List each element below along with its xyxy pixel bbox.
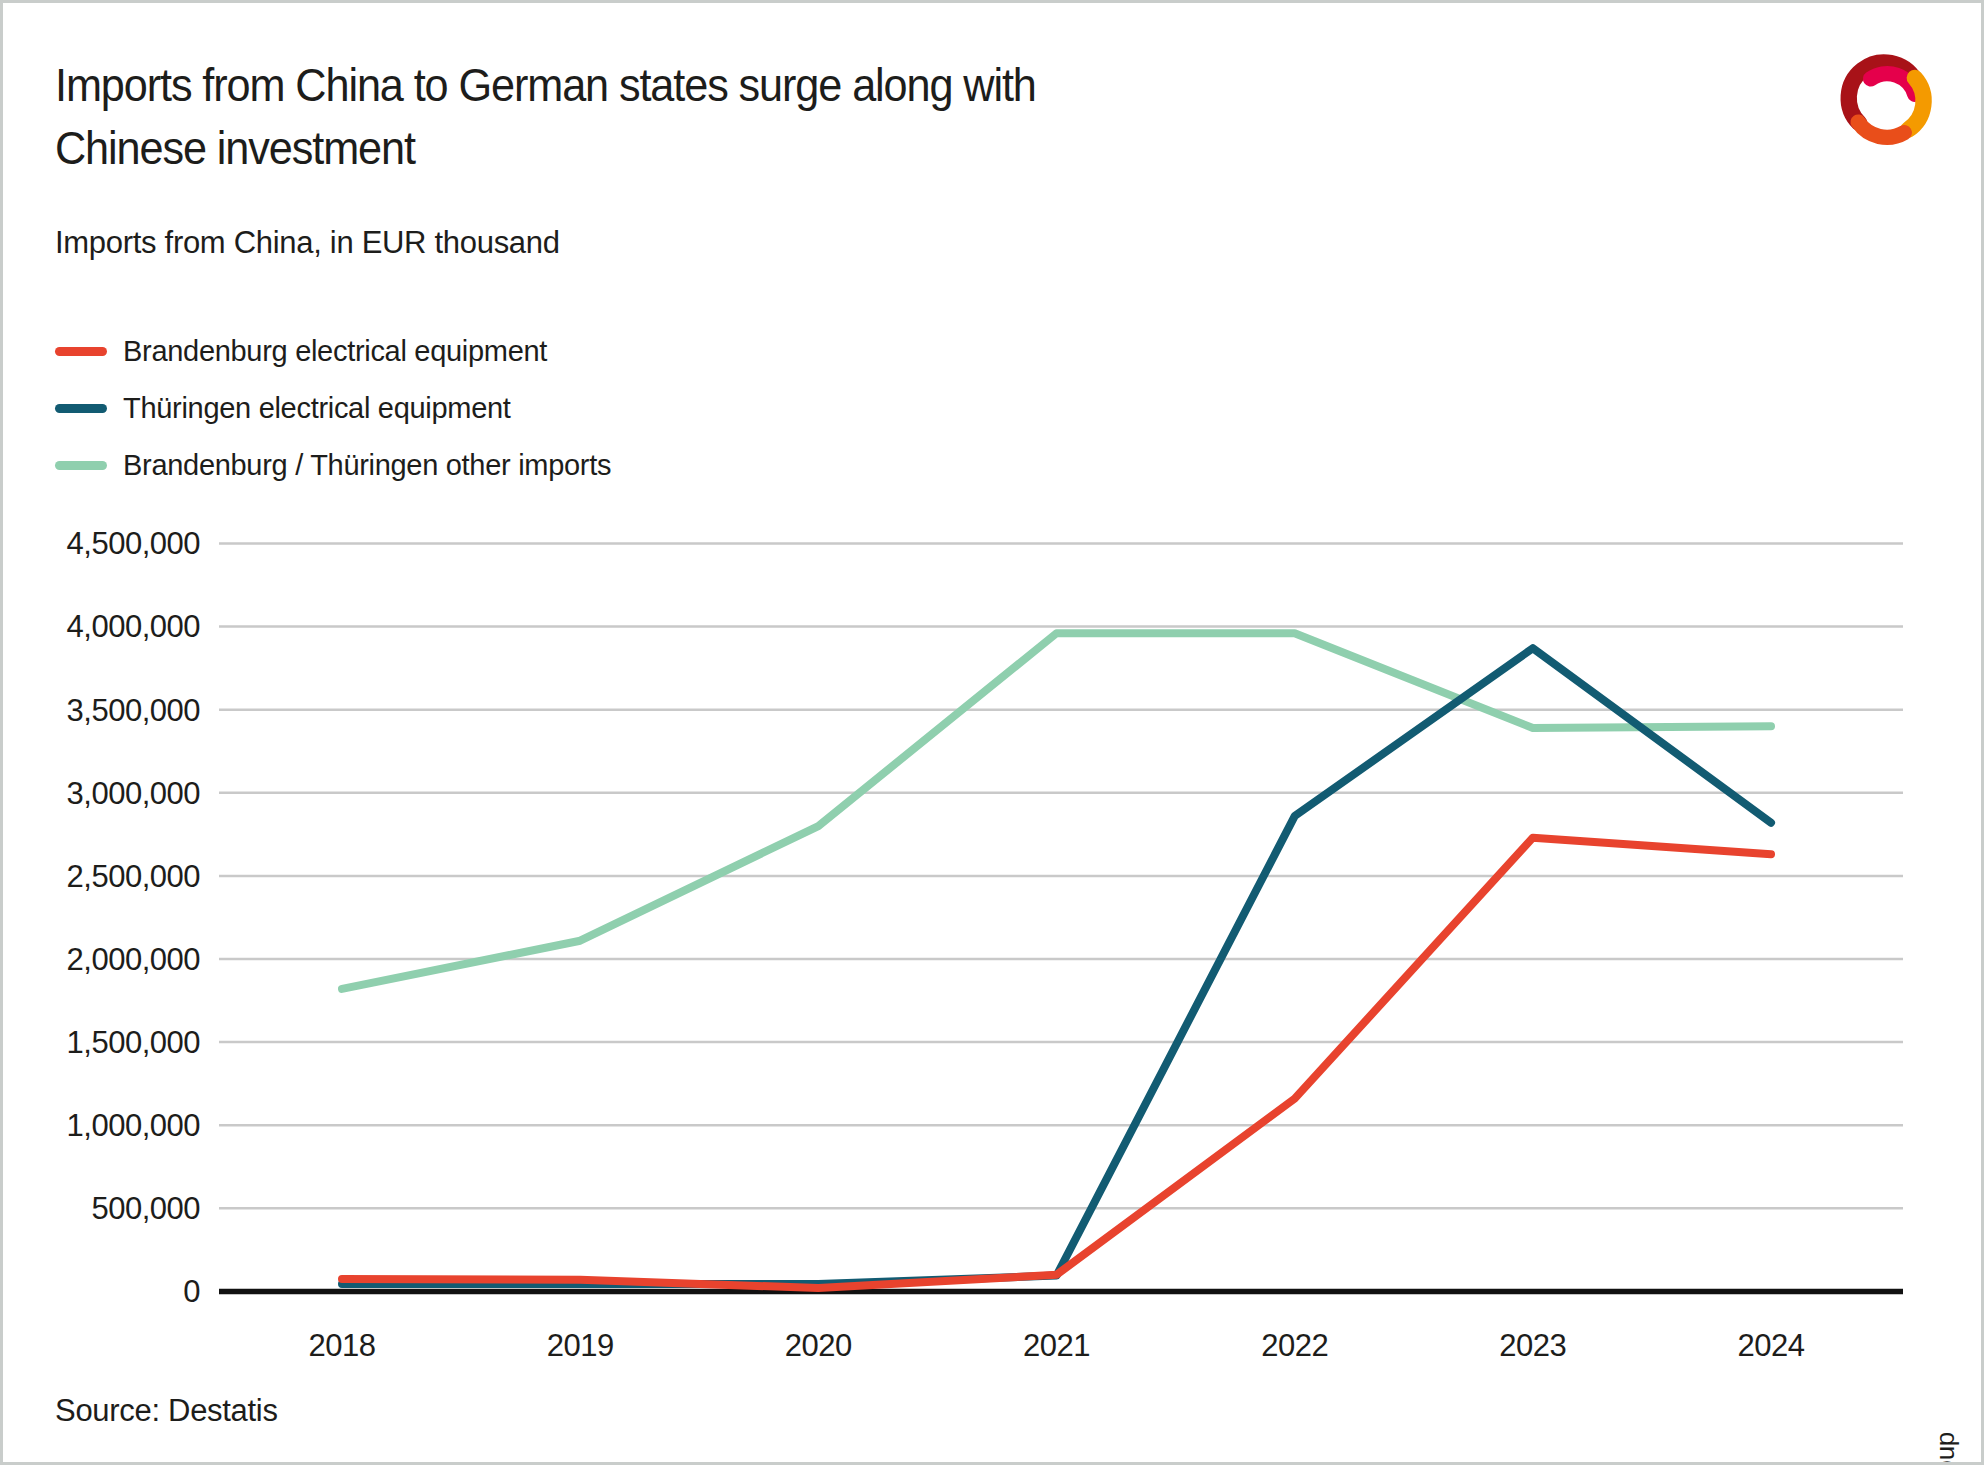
x-axis-labels: 2018 2019 2020 2021 2022 2023 2024 — [309, 1328, 1805, 1363]
x-tick-label: 2018 — [309, 1328, 376, 1363]
y-tick-label: 0 — [183, 1274, 200, 1309]
x-tick-label: 2019 — [547, 1328, 614, 1363]
series-line-1 — [342, 648, 1771, 1284]
data-series — [342, 633, 1771, 1288]
x-tick-label: 2020 — [785, 1328, 852, 1363]
y-tick-label: 1,500,000 — [67, 1025, 201, 1060]
copyright-note: © MERICS/Rhodium Group — [1930, 1432, 1961, 1465]
x-tick-label: 2023 — [1499, 1328, 1566, 1363]
x-tick-label: 2022 — [1261, 1328, 1328, 1363]
x-tick-label: 2024 — [1738, 1328, 1805, 1363]
y-tick-label: 3,500,000 — [67, 693, 201, 728]
y-axis-labels: 4,500,000 4,000,000 3,500,000 3,000,000 2,50… — [67, 526, 201, 1309]
y-tick-label: 2,000,000 — [67, 942, 201, 977]
y-tick-label: 3,000,000 — [67, 776, 201, 811]
y-tick-label: 4,500,000 — [67, 526, 201, 561]
gridlines — [219, 544, 1903, 1209]
x-tick-label: 2021 — [1023, 1328, 1090, 1363]
line-chart: 4,500,000 4,000,000 3,500,000 3,000,000 2,50… — [3, 3, 1984, 1465]
y-tick-label: 1,000,000 — [67, 1108, 201, 1143]
y-tick-label: 500,000 — [91, 1191, 200, 1226]
y-tick-label: 4,000,000 — [67, 609, 201, 644]
series-line-2 — [342, 633, 1771, 989]
y-tick-label: 2,500,000 — [67, 859, 201, 894]
series-line-0 — [342, 838, 1771, 1288]
chart-page: Imports from China to German states surg… — [0, 0, 1984, 1465]
source-note: Source: Destatis — [55, 1393, 278, 1429]
